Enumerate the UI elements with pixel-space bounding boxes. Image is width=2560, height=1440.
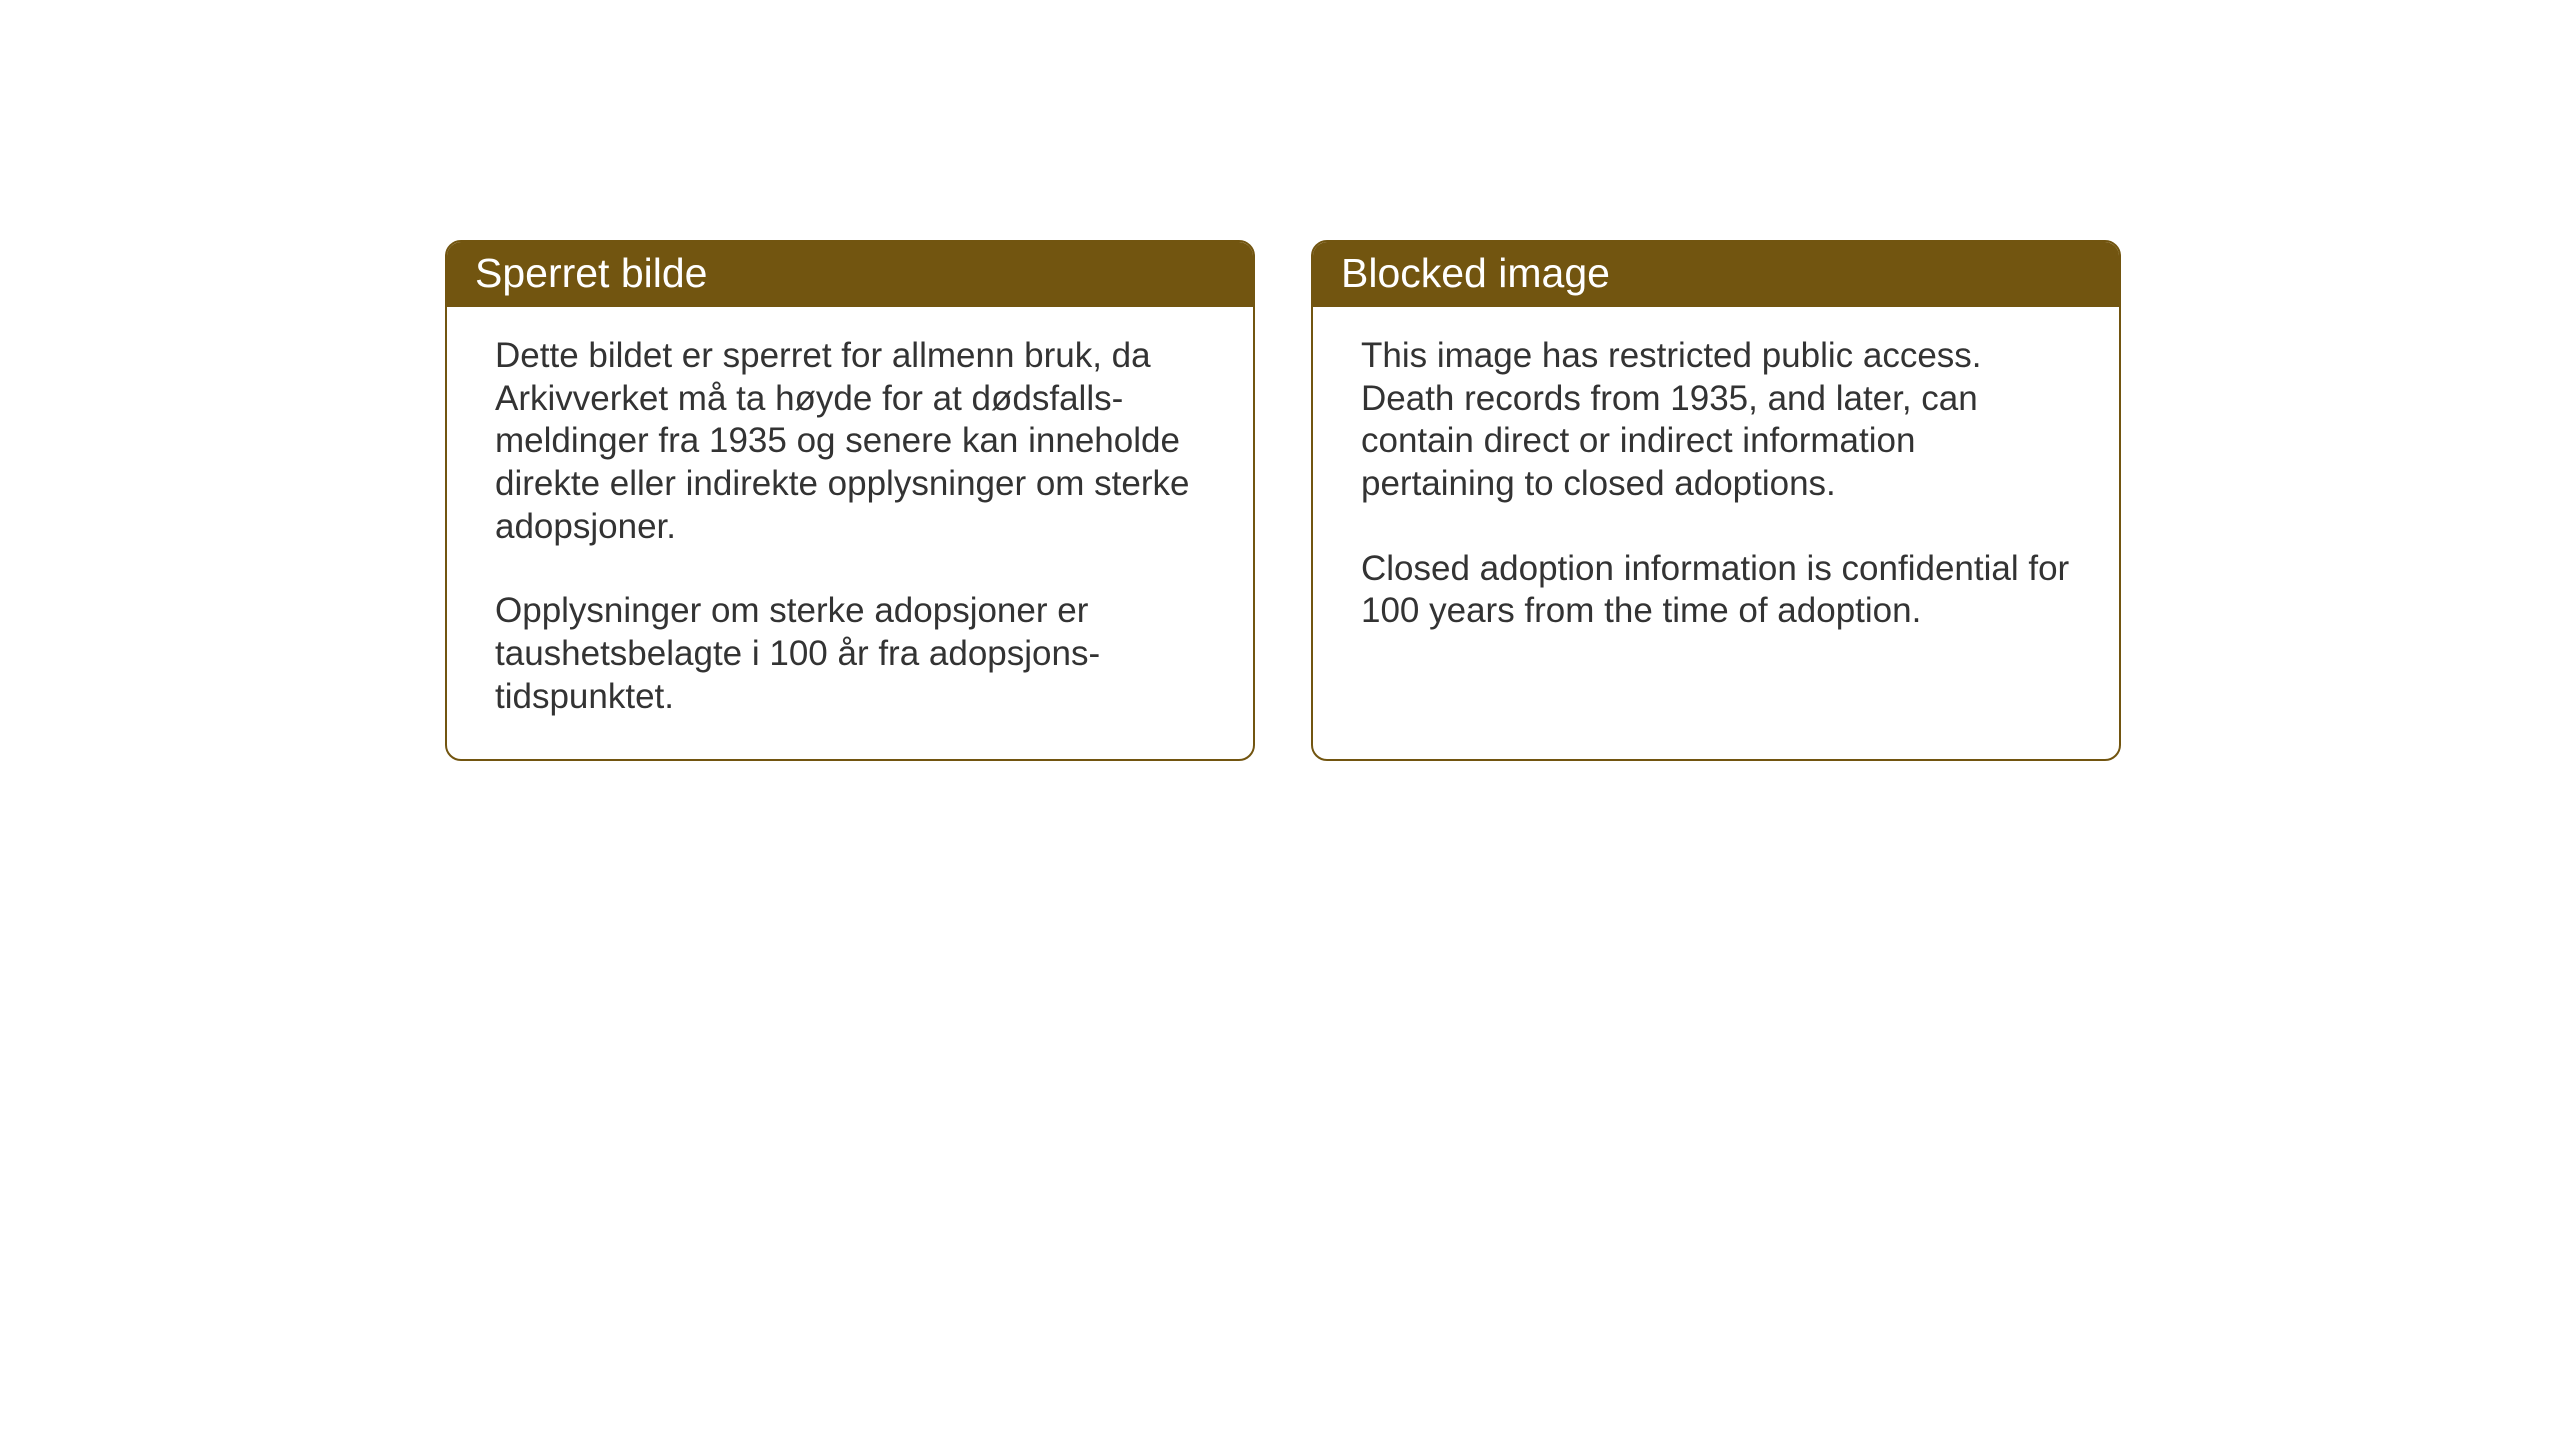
card-english: Blocked image This image has restricted …	[1311, 240, 2121, 761]
cards-container: Sperret bilde Dette bildet er sperret fo…	[445, 240, 2121, 761]
card-english-body: This image has restricted public access.…	[1313, 307, 2119, 673]
card-norwegian-title: Sperret bilde	[475, 250, 707, 296]
card-norwegian: Sperret bilde Dette bildet er sperret fo…	[445, 240, 1255, 761]
card-norwegian-paragraph-2: Opplysninger om sterke adopsjoner er tau…	[495, 590, 1205, 718]
card-norwegian-header: Sperret bilde	[447, 242, 1253, 307]
card-english-title: Blocked image	[1341, 250, 1610, 296]
card-norwegian-paragraph-1: Dette bildet er sperret for allmenn bruk…	[495, 335, 1205, 548]
card-english-paragraph-1: This image has restricted public access.…	[1361, 335, 2071, 506]
card-english-header: Blocked image	[1313, 242, 2119, 307]
card-norwegian-body: Dette bildet er sperret for allmenn bruk…	[447, 307, 1253, 759]
card-english-paragraph-2: Closed adoption information is confident…	[1361, 548, 2071, 633]
